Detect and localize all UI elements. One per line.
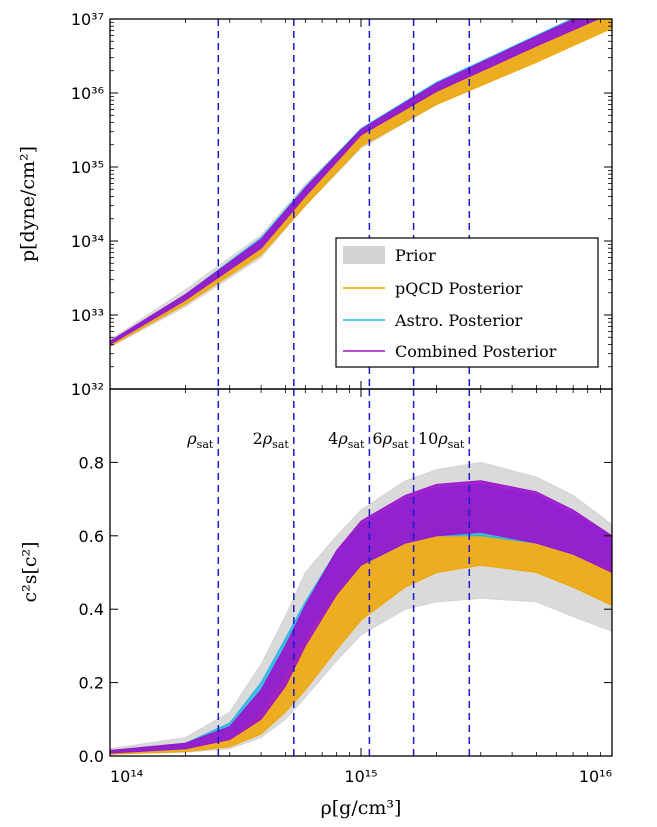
density-annotation-0: ρsat bbox=[186, 429, 214, 451]
pressure-combined-posterior-band bbox=[110, 19, 600, 345]
density-annotation-1: 2ρsat bbox=[253, 429, 290, 451]
sound-speed-y-tick-label-0: 0.0 bbox=[79, 747, 104, 766]
pressure-y-tick-label-0: 10³² bbox=[71, 380, 104, 399]
pressure-axis-label: p[dyne/cm²] bbox=[17, 146, 39, 262]
legend-prior-swatch bbox=[343, 246, 385, 264]
sound-speed-y-tick-labels: 0.0 0.2 0.4 0.6 0.8 bbox=[79, 453, 104, 766]
sound-speed-panel-frame bbox=[109, 388, 613, 757]
legend-combined-label: Combined Posterior bbox=[395, 342, 557, 361]
pressure-y-tick-label-3: 10³⁵ bbox=[71, 158, 104, 177]
density-x-tick-label-1: 10¹⁵ bbox=[344, 767, 377, 786]
sound-speed-reference-lines bbox=[217, 389, 471, 756]
sound-speed-y-tick-label-4: 0.8 bbox=[79, 453, 104, 472]
pressure-ticks bbox=[109, 18, 613, 390]
sound-speed-y-tick-label-3: 0.6 bbox=[79, 527, 104, 546]
legend-pqcd-label: pQCD Posterior bbox=[395, 279, 523, 298]
density-x-tick-labels: 10¹⁴ 10¹⁵ 10¹⁶ bbox=[110, 767, 612, 786]
sound-speed-y-tick-label-1: 0.2 bbox=[79, 674, 104, 693]
pressure-y-tick-labels: 10³² 10³³ 10³⁴ 10³⁵ 10³⁶ 10³⁷ bbox=[71, 10, 104, 399]
sound-speed-y-tick-label-2: 0.4 bbox=[79, 600, 104, 619]
density-x-tick-label-2: 10¹⁶ bbox=[579, 767, 612, 786]
pressure-y-tick-label-5: 10³⁷ bbox=[71, 10, 104, 29]
pressure-bands bbox=[110, 19, 612, 348]
pressure-panel: 10³² 10³³ 10³⁴ 10³⁵ 10³⁶ 10³⁷ p[dyne/cm²] Pri… bbox=[17, 10, 613, 399]
density-annotation-4: 10ρsat bbox=[418, 429, 465, 451]
pressure-y-tick-label-1: 10³³ bbox=[71, 306, 104, 325]
sound-speed-bands bbox=[110, 461, 612, 755]
density-annotations: ρsat 2ρsat 4ρsat 6ρsat 10ρsat bbox=[186, 429, 465, 451]
sound-speed-panel: ρsat 2ρsat 4ρsat 6ρsat 10ρsat 0.00.20.40.60.… bbox=[19, 388, 613, 819]
legend-prior-label: Prior bbox=[395, 246, 436, 265]
density-x-tick-label-0: 10¹⁴ bbox=[110, 767, 143, 786]
density-annotation-2: 4ρsat bbox=[328, 429, 365, 451]
sound-speed-combined-posterior-band bbox=[110, 480, 612, 754]
density-annotation-3: 6ρsat bbox=[372, 429, 409, 451]
legend-astro-label: Astro. Posterior bbox=[394, 311, 523, 330]
pressure-y-tick-label-4: 10³⁶ bbox=[71, 84, 104, 103]
pressure-reference-lines bbox=[217, 19, 471, 389]
pressure-y-tick-label-2: 10³⁴ bbox=[71, 232, 104, 251]
sound-speed-axis-label: c²s[c²] bbox=[19, 541, 41, 602]
density-axis-label: ρ[g/cm³] bbox=[321, 797, 402, 819]
legend: Prior pQCD Posterior Astro. Posterior Co… bbox=[335, 237, 599, 368]
